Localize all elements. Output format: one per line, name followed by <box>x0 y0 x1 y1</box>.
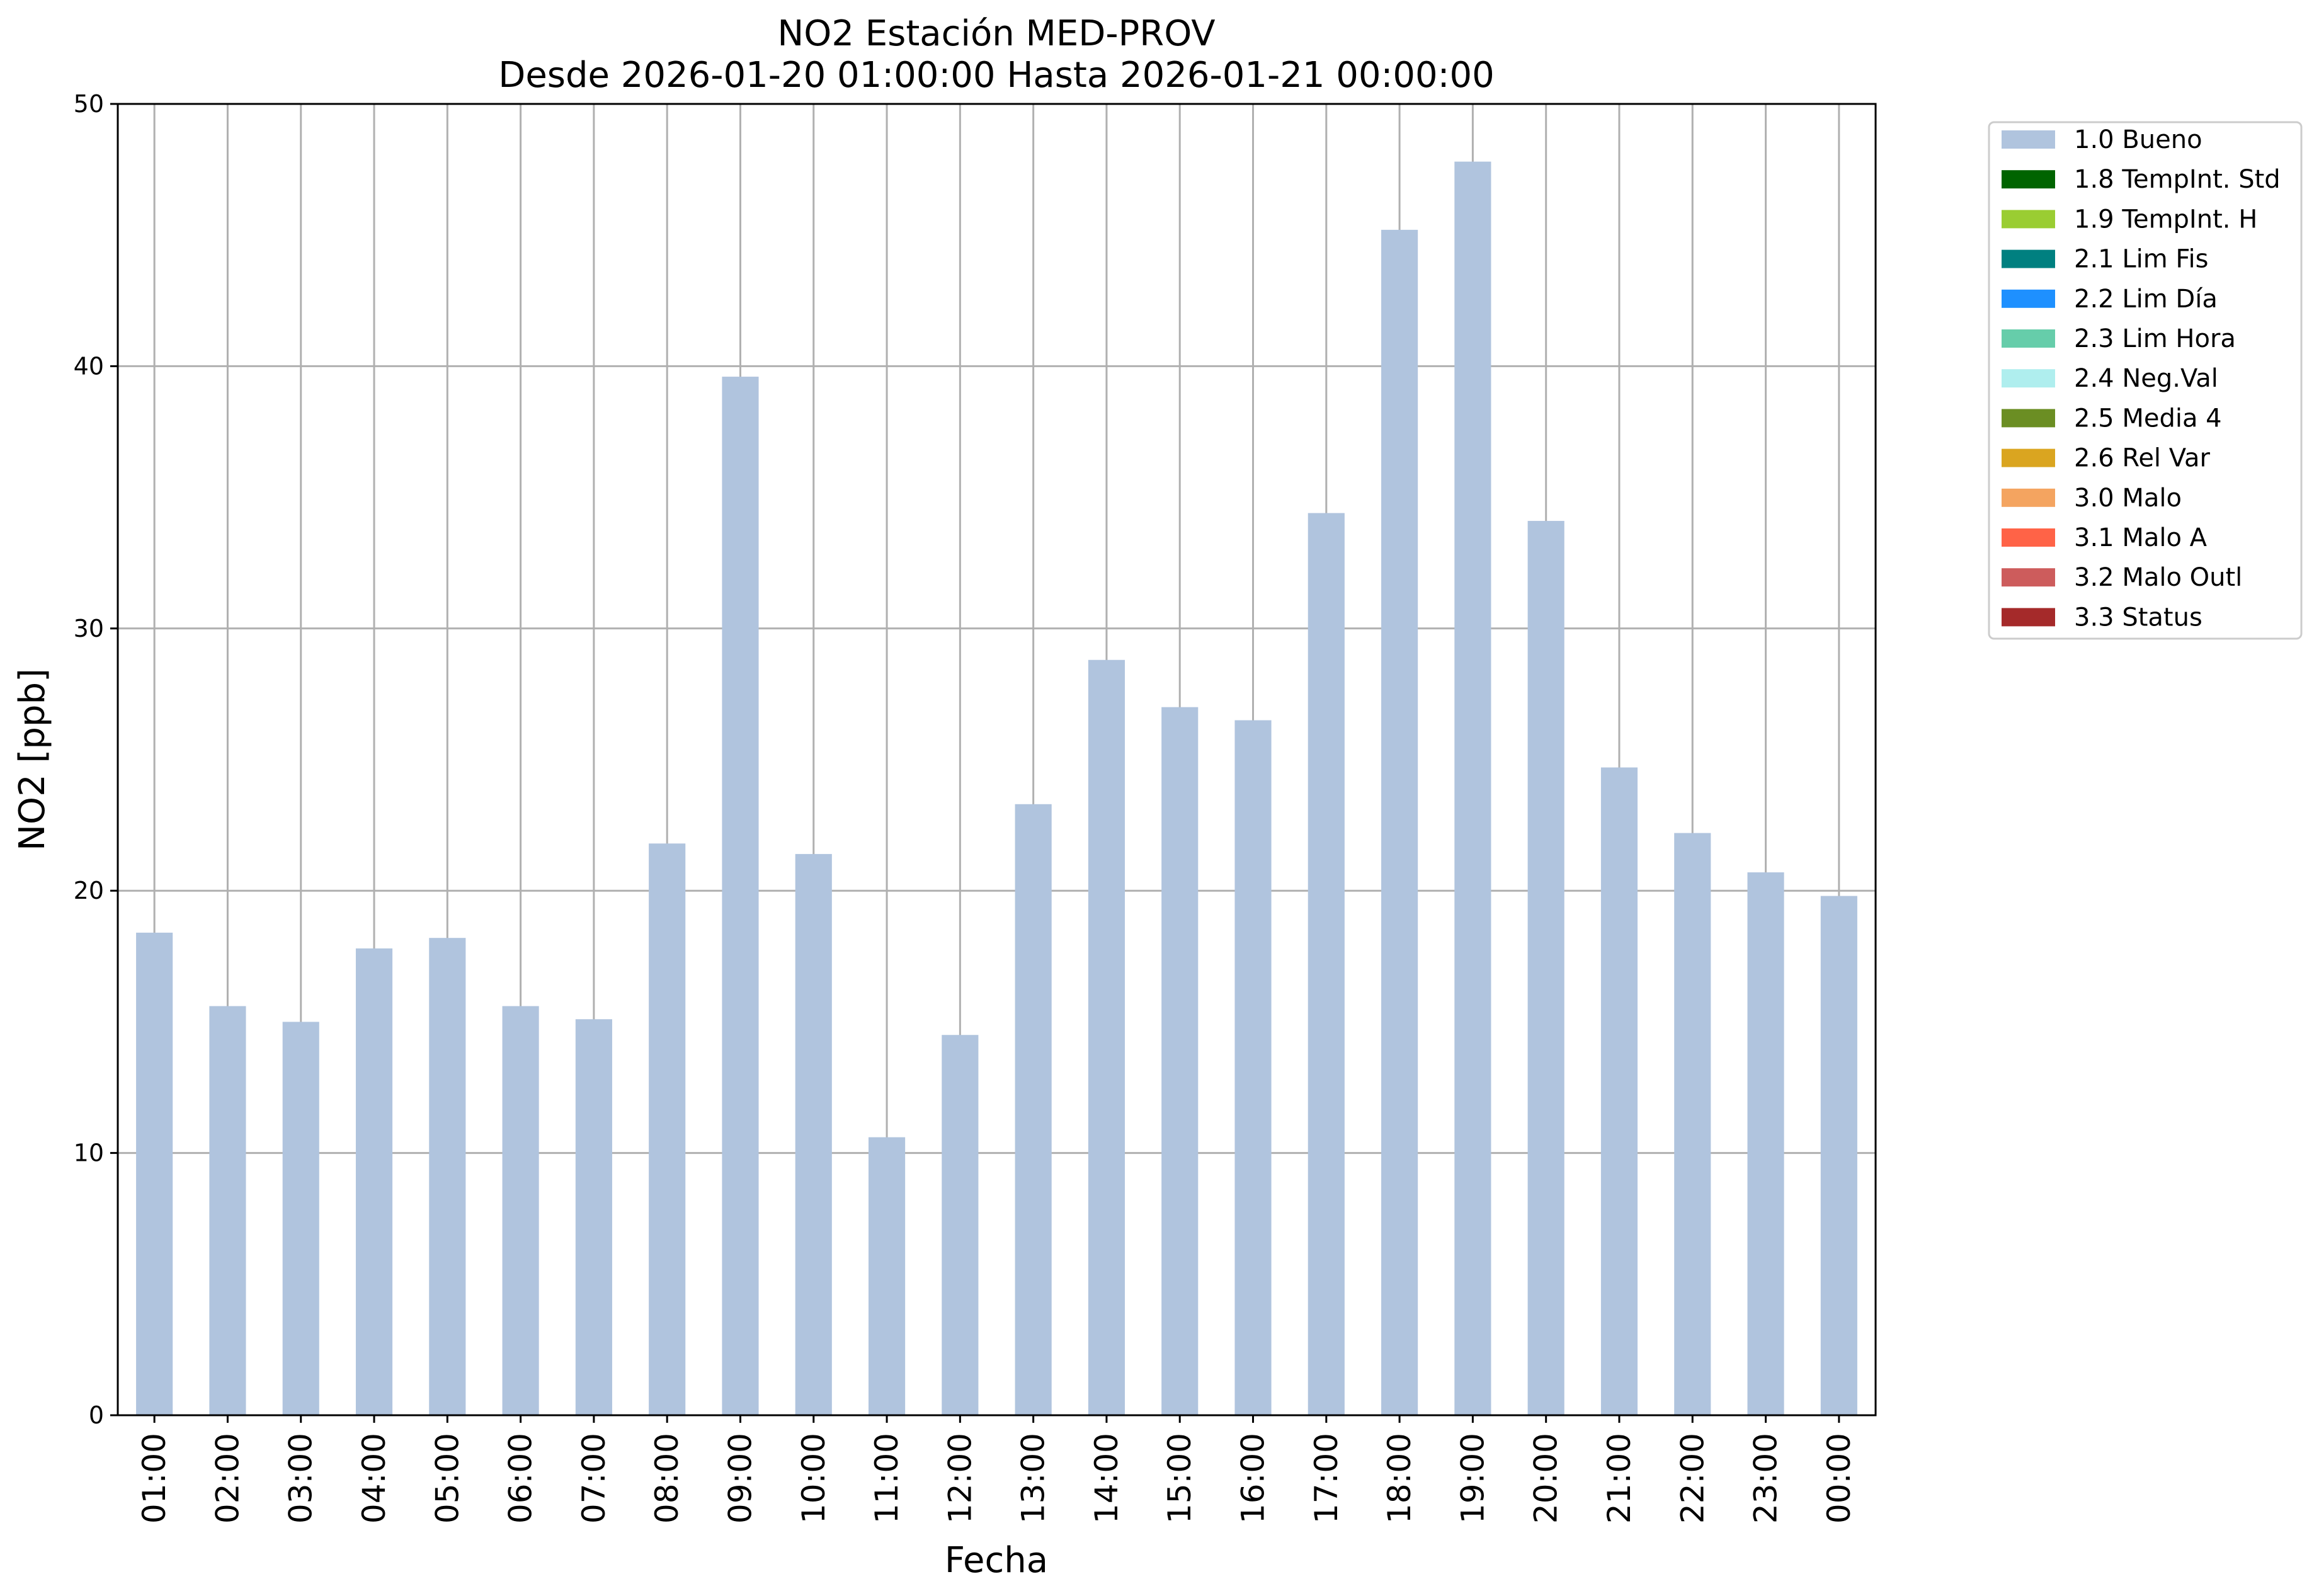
bar-1600 <box>1234 720 1272 1415</box>
x-tick-label: 23:00 <box>1748 1433 1784 1524</box>
bar-2300 <box>1747 872 1784 1415</box>
y-tick-label: 30 <box>74 615 104 642</box>
bar-0700 <box>575 1019 612 1415</box>
bar-2200 <box>1674 833 1711 1415</box>
bar-1900 <box>1454 161 1491 1415</box>
x-tick-label: 00:00 <box>1821 1433 1857 1524</box>
bar-0800 <box>649 843 686 1415</box>
legend-frame <box>1988 121 2303 640</box>
x-tick-label: 06:00 <box>503 1433 539 1524</box>
bar-0100 <box>136 932 173 1415</box>
legend-label: 3.3 Status <box>2074 603 2202 632</box>
legend-label: 3.0 Malo <box>2074 484 2182 513</box>
legend-label: 2.5 Media 4 <box>2074 404 2222 433</box>
bar-0400 <box>355 948 393 1415</box>
x-tick-label: 21:00 <box>1601 1433 1638 1524</box>
legend-label: 1.0 Bueno <box>2074 125 2202 154</box>
chart-title-line1: NO2 Estación MED-PROV <box>777 13 1215 54</box>
legend-swatch <box>2002 488 2055 507</box>
x-tick-label: 14:00 <box>1088 1433 1125 1524</box>
bar-0300 <box>282 1022 319 1415</box>
legend-swatch <box>2002 170 2055 189</box>
plot-frame <box>117 103 1877 1416</box>
x-tick-label: 17:00 <box>1308 1433 1345 1524</box>
legend-swatch <box>2002 210 2055 229</box>
y-axis: 0 10 20 30 40 50 <box>74 90 118 1429</box>
bar-layer <box>136 161 1857 1416</box>
x-tick-label: 18:00 <box>1381 1433 1418 1524</box>
legend-label: 2.3 Lim Hora <box>2074 324 2236 353</box>
bar-1300 <box>1015 804 1052 1415</box>
x-tick-label: 15:00 <box>1161 1433 1198 1524</box>
y-tick-label: 20 <box>74 877 104 904</box>
legend-swatch <box>2002 289 2055 308</box>
x-tick-label: 01:00 <box>136 1433 173 1524</box>
x-tick-label: 22:00 <box>1674 1433 1711 1524</box>
legend-swatch <box>2002 568 2055 587</box>
legend-label: 2.1 Lim Fis <box>2074 245 2208 274</box>
legend-label: 3.2 Malo Outl <box>2074 563 2242 592</box>
bar-1000 <box>795 853 832 1415</box>
x-tick-label: 03:00 <box>283 1433 319 1524</box>
x-tick-label: 07:00 <box>576 1433 612 1524</box>
legend-label: 1.8 TempInt. Std <box>2074 165 2281 194</box>
bar-0000 <box>1820 896 1857 1415</box>
x-tick-label: 08:00 <box>649 1433 685 1524</box>
legend-swatch <box>2002 369 2055 388</box>
bar-0500 <box>429 938 466 1415</box>
legend-swatch <box>2002 608 2055 627</box>
legend-label: 3.1 Malo A <box>2074 523 2208 552</box>
x-tick-label: 19:00 <box>1454 1433 1491 1524</box>
x-tick-label: 12:00 <box>942 1433 978 1524</box>
y-tick-label: 50 <box>74 90 104 118</box>
x-tick-label: 04:00 <box>356 1433 392 1524</box>
legend-swatch <box>2002 409 2055 428</box>
y-tick-label: 10 <box>74 1139 104 1167</box>
bar-1400 <box>1088 659 1125 1415</box>
legend-swatch <box>2002 448 2055 467</box>
legend-swatch <box>2002 329 2055 348</box>
legend-swatch <box>2002 249 2055 268</box>
x-tick-label: 20:00 <box>1528 1433 1564 1524</box>
chart-title-line2: Desde 2026-01-20 01:00:00 Hasta 2026-01-… <box>498 55 1495 96</box>
x-tick-label: 09:00 <box>722 1433 758 1524</box>
x-tick-label: 10:00 <box>795 1433 832 1524</box>
bar-2100 <box>1600 767 1638 1415</box>
x-tick-label: 16:00 <box>1235 1433 1272 1524</box>
bar-1800 <box>1381 229 1418 1415</box>
x-tick-label: 13:00 <box>1015 1433 1052 1524</box>
y-tick-label: 40 <box>74 352 104 380</box>
bar-0200 <box>209 1006 246 1415</box>
x-tick-label: 11:00 <box>869 1433 905 1524</box>
legend-label: 2.6 Rel Var <box>2074 444 2211 473</box>
legend-swatch <box>2002 130 2055 149</box>
legend-swatch <box>2002 528 2055 547</box>
bar-2000 <box>1527 521 1564 1416</box>
x-axis-label: Fecha <box>945 1540 1048 1581</box>
legend: 1.0 Bueno 1.8 TempInt. Std 1.9 TempInt. H 2… <box>1988 121 2303 640</box>
legend-label: 2.2 Lim Día <box>2074 285 2218 314</box>
x-axis: 01:00 02:00 03:00 04:00 05:00 06:00 07:00 08:00… <box>136 1415 1857 1524</box>
bar-1200 <box>942 1035 979 1415</box>
y-tick-label: 0 <box>89 1401 104 1429</box>
x-tick-label: 02:00 <box>209 1433 246 1524</box>
legend-label: 2.4 Neg.Val <box>2074 364 2218 393</box>
bar-0600 <box>502 1006 539 1415</box>
x-tick-label: 05:00 <box>429 1433 465 1524</box>
bar-1100 <box>868 1137 906 1415</box>
bar-0900 <box>722 377 759 1415</box>
bar-1700 <box>1308 513 1345 1415</box>
y-axis-label: NO2 [ppb] <box>12 668 53 851</box>
legend-label: 1.9 TempInt. H <box>2074 205 2257 234</box>
bar-1500 <box>1161 707 1199 1415</box>
